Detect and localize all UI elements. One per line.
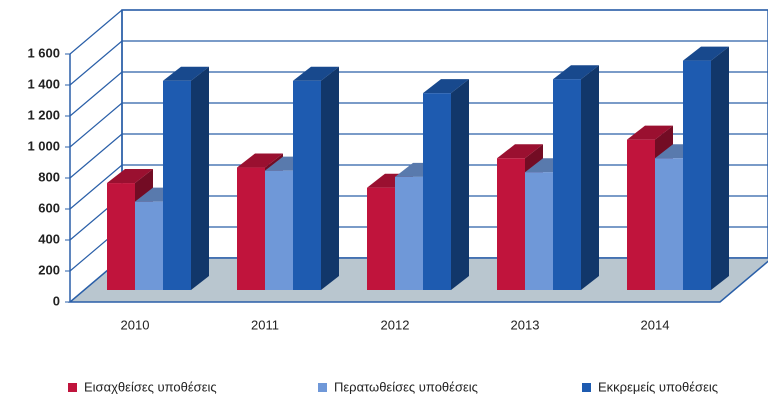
x-tick-label: 2014 bbox=[641, 317, 670, 332]
x-tick-label: 2013 bbox=[511, 317, 540, 332]
bar-side bbox=[711, 46, 729, 290]
bar-top bbox=[553, 65, 599, 80]
grid-line bbox=[69, 40, 768, 86]
bar-top bbox=[237, 153, 283, 168]
bar bbox=[135, 201, 163, 290]
y-tick-label: 1 400 bbox=[27, 76, 60, 91]
grid-line bbox=[69, 9, 768, 55]
bar-top bbox=[163, 66, 209, 81]
bar-top bbox=[627, 125, 673, 140]
legend-swatch bbox=[318, 383, 327, 392]
legend-label: Περατωθείσες υποθέσεις bbox=[334, 379, 478, 394]
bar bbox=[655, 158, 683, 290]
bar bbox=[423, 93, 451, 291]
bar-top bbox=[423, 79, 469, 94]
y-tick-label: 400 bbox=[38, 231, 60, 246]
y-tick-label: 600 bbox=[38, 200, 60, 215]
x-tick-label: 2012 bbox=[381, 317, 410, 332]
bar bbox=[395, 176, 423, 290]
bar-group bbox=[553, 65, 599, 290]
bar-top bbox=[683, 46, 729, 61]
y-tick-label: 200 bbox=[38, 262, 60, 277]
bar-top bbox=[293, 66, 339, 81]
bar bbox=[163, 80, 191, 290]
bar-top bbox=[497, 144, 543, 159]
bar bbox=[237, 167, 265, 290]
legend-label: Εισαχθείσες υποθέσεις bbox=[84, 379, 217, 394]
bar-side bbox=[191, 66, 209, 290]
y-tick-label: 1 000 bbox=[27, 138, 60, 153]
legend-swatch bbox=[582, 383, 591, 392]
bar bbox=[525, 172, 553, 290]
bar bbox=[107, 183, 135, 290]
bar-group bbox=[423, 79, 469, 291]
bar-group bbox=[683, 46, 729, 290]
y-tick-label: 1 200 bbox=[27, 107, 60, 122]
bar bbox=[553, 79, 581, 290]
x-tick-label: 2010 bbox=[121, 317, 150, 332]
bar bbox=[497, 158, 525, 290]
bar-top bbox=[107, 169, 153, 184]
bar bbox=[367, 187, 395, 290]
bar-group bbox=[293, 66, 339, 290]
legend-label: Εκκρεμείς υποθέσεις bbox=[598, 379, 718, 394]
grid-line bbox=[69, 71, 768, 117]
y-tick-label: 0 bbox=[53, 293, 60, 308]
y-tick-label: 1 600 bbox=[27, 45, 60, 60]
bar-side bbox=[581, 65, 599, 290]
x-tick-label: 2011 bbox=[251, 317, 279, 332]
grid-line bbox=[69, 133, 768, 179]
grid-line bbox=[69, 102, 768, 148]
bar-side bbox=[321, 66, 339, 290]
legend-swatch bbox=[68, 383, 77, 392]
bar bbox=[265, 170, 293, 290]
bar bbox=[683, 60, 711, 290]
bar bbox=[293, 80, 321, 290]
y-tick-label: 800 bbox=[38, 169, 60, 184]
bar-side bbox=[451, 79, 469, 291]
bar bbox=[627, 139, 655, 290]
bar-group bbox=[163, 66, 209, 290]
